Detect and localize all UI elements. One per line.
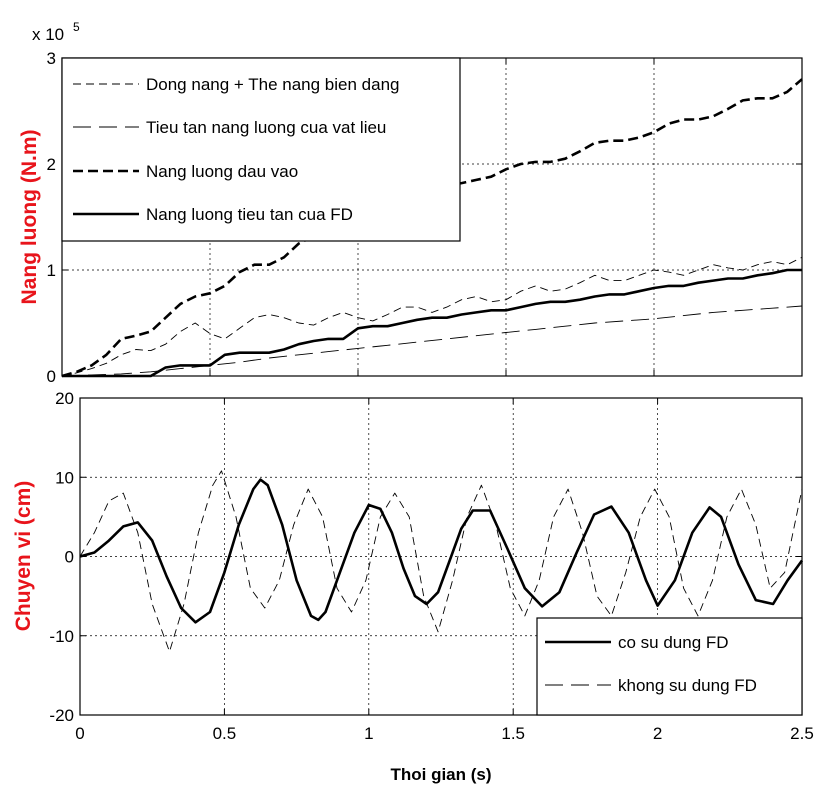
- energy-y-axis-label: Nang luong (N.m): [18, 130, 41, 305]
- displacement-series: [79, 470, 804, 653]
- energy-multiplier-base: x 10: [32, 25, 64, 44]
- displacement-ytick-label: -10: [49, 627, 74, 646]
- energy-legend: Dong nang + The nang bien dang Tieu tan …: [61, 57, 461, 242]
- legend-label-fd-dissipation: Nang luong tieu tan cua FD: [146, 205, 353, 224]
- displacement-series-1: [79, 470, 803, 653]
- energy-y-ticks: 0 1 2 3: [47, 49, 802, 386]
- displacement-ytick-label: 20: [55, 389, 74, 408]
- energy-ytick-label: 3: [47, 49, 56, 68]
- displacement-legend: co su dung FD khong su dung FD: [536, 617, 803, 716]
- displacement-ytick-label: 0: [65, 548, 74, 567]
- energy-ytick-label: 2: [47, 155, 56, 174]
- displacement-xtick-label: 2: [653, 724, 662, 743]
- energy-series-0: [61, 256, 803, 377]
- displacement-xtick-label: 2.5: [790, 724, 814, 743]
- displacement-xtick-label: 1.5: [501, 724, 525, 743]
- displacement-series-0: [79, 478, 804, 624]
- displacement-xtick-label: 0: [75, 724, 84, 743]
- displacement-y-axis-label: Chuyen vi (cm): [12, 481, 35, 632]
- legend-label-with-fd: co su dung FD: [618, 633, 729, 652]
- energy-series-3: [62, 268, 802, 378]
- legend-label-material-dissipation: Tieu tan nang luong cua vat lieu: [146, 118, 386, 137]
- displacement-x-ticks: 0 0.5 1 1.5 2 2.5: [75, 398, 814, 743]
- legend-label-kinetic-strain: Dong nang + The nang bien dang: [146, 75, 400, 94]
- displacement-ytick-label: 10: [55, 468, 74, 487]
- energy-panel: 0 1 2 3 x 10 5 Nang luong (N.m) Dong nang +…: [18, 20, 803, 386]
- displacement-legend-box: [536, 617, 803, 716]
- energy-ytick-label: 1: [47, 261, 56, 280]
- energy-ytick-label: 0: [47, 367, 56, 386]
- x-axis-label: Thoi gian (s): [390, 765, 491, 784]
- displacement-xtick-label: 0.5: [213, 724, 237, 743]
- displacement-xtick-label: 1: [364, 724, 373, 743]
- energy-legend-box: [61, 57, 461, 242]
- displacement-ytick-label: -20: [49, 706, 74, 725]
- energy-multiplier-exponent: 5: [73, 20, 80, 34]
- legend-label-without-fd: khong su dung FD: [618, 676, 757, 695]
- energy-series-1: [61, 305, 803, 377]
- legend-label-input-energy: Nang luong dau vao: [146, 162, 298, 181]
- displacement-y-ticks: -20 -10 0 10 20: [49, 389, 802, 725]
